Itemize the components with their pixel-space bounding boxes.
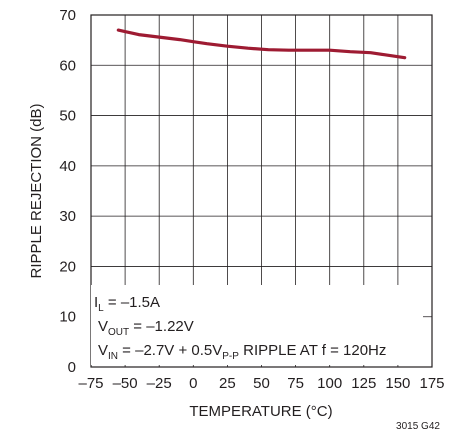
y-tick-label: 0 [68, 359, 76, 376]
x-tick-label: –50 [113, 375, 138, 392]
series-line [116, 28, 407, 60]
x-tick-label: –75 [78, 375, 103, 392]
annotation-line-1: IL = –1.5A [94, 294, 160, 314]
y-tick-label: 10 [59, 309, 76, 326]
x-tick-label: –25 [147, 375, 172, 392]
annotation-line-3: VIN = –2.7V + 0.5VP-P RIPPLE AT f = 120H… [98, 342, 386, 362]
y-tick-label: 30 [59, 208, 76, 225]
series-layer [116, 28, 407, 60]
plot-frame [90, 14, 433, 368]
x-axis-title: TEMPERATURE (°C) [189, 403, 332, 420]
x-tick-label: 100 [317, 375, 342, 392]
x-tick-label: 125 [351, 375, 376, 392]
annotation-box [91, 285, 423, 365]
x-tick-label: 75 [287, 375, 304, 392]
x-tick-labels: –75 –50 –25 0 25 50 75 100 125 150 175 [78, 375, 444, 392]
y-axis-title: RIPPLE REJECTION (dB) [28, 103, 45, 278]
x-tick-label: 175 [419, 375, 444, 392]
x-tick-label: 150 [385, 375, 410, 392]
annotation-line-2: VOUT = –1.22V [98, 318, 194, 338]
y-tick-label: 70 [59, 7, 76, 24]
figure-id: 3015 G42 [396, 421, 440, 432]
x-tick-label: 50 [253, 375, 270, 392]
y-tick-label: 40 [59, 158, 76, 175]
y-tick-label: 20 [59, 258, 76, 275]
x-tick-label: 0 [189, 375, 197, 392]
y-tick-label: 60 [59, 57, 76, 74]
y-tick-label: 50 [59, 108, 76, 125]
y-tick-labels: 0 10 20 30 40 50 60 70 [59, 7, 76, 376]
x-tick-label: 25 [219, 375, 236, 392]
